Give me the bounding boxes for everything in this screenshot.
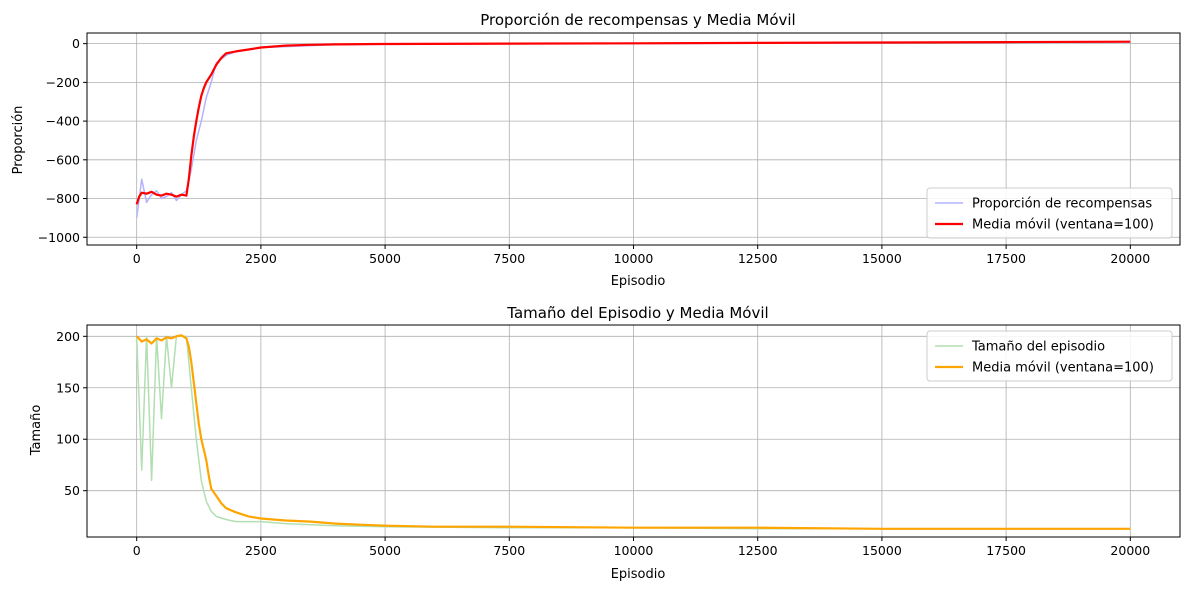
y-tick-label: 50: [64, 483, 80, 498]
series-line-1: [135, 40, 1131, 205]
x-tick-label: 12500: [738, 543, 778, 558]
x-tick-label: 0: [133, 251, 141, 266]
chart-title: Proporción de recompensas y Media Móvil: [480, 11, 795, 29]
x-axis-label: Episodio: [611, 274, 666, 289]
y-tick-label: −1000: [38, 230, 80, 245]
y-tick-label: −400: [46, 114, 80, 129]
x-tick-label: 2500: [245, 543, 277, 558]
chart-title: Tamaño del Episodio y Media Móvil: [506, 304, 768, 322]
x-axis-label: Episodio: [611, 567, 666, 582]
x-tick-label: 10000: [614, 251, 654, 266]
x-tick-label: 17500: [986, 251, 1026, 266]
y-tick-label: 200: [56, 329, 80, 344]
x-tick-label: 7500: [493, 543, 525, 558]
series-line-1: [135, 334, 1131, 530]
x-tick-label: 20000: [1110, 543, 1150, 558]
ticks: 0 2500 5000 7500 10000 12500 15000 17500 20000 −1…: [38, 36, 1151, 266]
legend-label: Media móvil (ventana=100): [972, 218, 1154, 233]
y-tick-label: 0: [72, 36, 80, 51]
legend-box: [926, 187, 1173, 239]
x-tick-label: 15000: [862, 251, 902, 266]
legend: Proporción de recompensas Media móvil (ve…: [926, 187, 1173, 239]
y-tick-label: −200: [46, 75, 80, 90]
x-tick-label: 0: [133, 543, 141, 558]
x-tick-label: 12500: [738, 251, 778, 266]
x-tick-label: 5000: [369, 251, 401, 266]
legend-label: Media móvil (ventana=100): [972, 361, 1154, 376]
y-tick-label: 100: [56, 432, 80, 447]
chart-rewards: Proporción de recompensas y Media Móvil …: [11, 11, 1181, 289]
legend-label: Tamaño del episodio: [971, 340, 1105, 355]
x-tick-label: 10000: [614, 543, 654, 558]
chart-episode-size: Tamaño del Episodio y Media Móvil 0 2500 5…: [29, 304, 1181, 582]
y-tick-label: 150: [56, 380, 80, 395]
legend-label: Proporción de recompensas: [972, 197, 1152, 212]
grid: [87, 325, 1180, 537]
x-tick-label: 5000: [369, 543, 401, 558]
series-group: [135, 334, 1131, 530]
x-tick-label: 2500: [245, 251, 277, 266]
y-tick-label: −600: [46, 152, 80, 167]
y-tick-label: −800: [46, 191, 80, 206]
x-tick-label: 15000: [862, 543, 902, 558]
series-group: [135, 40, 1131, 218]
x-tick-label: 20000: [1110, 251, 1150, 266]
y-axis-label: Proporción: [11, 106, 26, 175]
legend-box: [926, 330, 1173, 382]
ticks: 0 2500 5000 7500 10000 12500 15000 17500 20000 50…: [56, 329, 1150, 558]
legend: Tamaño del episodio Media móvil (ventana=…: [926, 330, 1173, 382]
y-axis-label: Tamaño: [29, 405, 44, 457]
x-tick-label: 7500: [493, 251, 525, 266]
x-tick-label: 17500: [986, 543, 1026, 558]
